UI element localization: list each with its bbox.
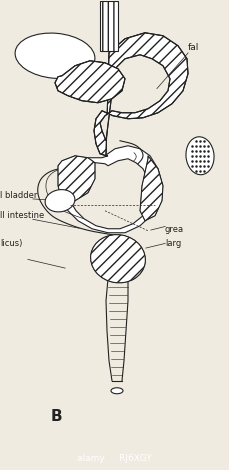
Ellipse shape <box>15 33 95 78</box>
Text: licus): licus) <box>0 239 22 248</box>
Polygon shape <box>94 33 188 156</box>
Ellipse shape <box>111 388 123 394</box>
Polygon shape <box>60 146 162 233</box>
Text: ll intestine: ll intestine <box>0 211 44 220</box>
Ellipse shape <box>186 137 214 175</box>
Text: larg: larg <box>165 239 181 248</box>
Polygon shape <box>55 61 125 103</box>
Ellipse shape <box>45 189 75 212</box>
Text: fal: fal <box>188 43 199 52</box>
Polygon shape <box>100 55 170 141</box>
Text: alamy  ·  RJ6XGY: alamy · RJ6XGY <box>77 454 152 463</box>
Bar <box>100 1 118 51</box>
Text: B: B <box>50 409 62 424</box>
Polygon shape <box>58 156 95 201</box>
Polygon shape <box>140 156 163 221</box>
Text: grea: grea <box>165 226 184 235</box>
Ellipse shape <box>91 235 145 283</box>
Polygon shape <box>68 159 150 229</box>
Text: l bladder: l bladder <box>0 191 37 200</box>
